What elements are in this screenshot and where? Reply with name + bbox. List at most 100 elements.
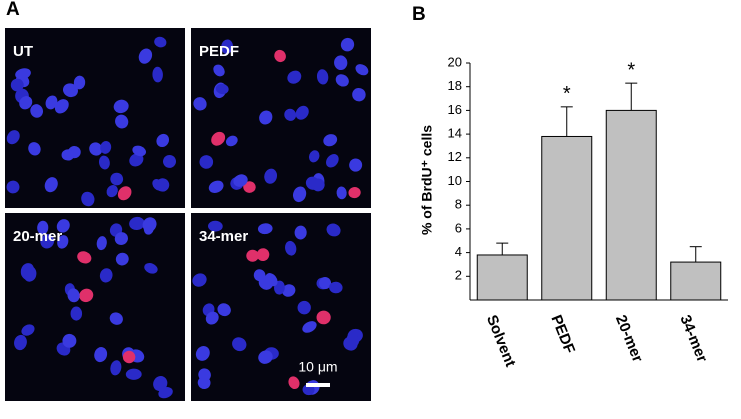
cell	[6, 130, 20, 145]
cell	[355, 64, 369, 76]
cell	[45, 95, 58, 110]
cell	[106, 185, 118, 198]
cell	[142, 217, 157, 232]
cell	[205, 311, 219, 325]
cell	[57, 235, 69, 249]
cell	[349, 158, 363, 172]
micrographs: UT PEDF 20-mer 34-mer 10 μm	[5, 28, 371, 401]
cell	[10, 78, 24, 92]
cell	[352, 87, 366, 102]
cell	[208, 220, 223, 232]
x-tick-label: Solvent	[483, 313, 519, 370]
cell	[318, 276, 332, 290]
cell	[44, 177, 58, 193]
cell	[233, 174, 248, 187]
cell	[225, 135, 238, 147]
cell	[61, 149, 75, 161]
cell	[221, 39, 233, 54]
bar	[605, 109, 657, 301]
cell	[156, 133, 170, 148]
cell	[264, 168, 278, 184]
x-tick-label: PEDF	[547, 313, 578, 356]
bar	[541, 135, 593, 301]
cell	[154, 36, 167, 48]
y-tick-label: 14	[448, 126, 462, 141]
micrograph	[5, 213, 185, 401]
y-tick-label: 12	[448, 149, 462, 164]
image-label: 34-mer	[199, 228, 248, 245]
x-tick-label: 34-mer	[676, 313, 710, 365]
y-tick-label: 8	[455, 197, 462, 212]
cell	[285, 240, 297, 256]
cell	[192, 273, 207, 287]
cell	[232, 337, 247, 352]
cell	[14, 334, 27, 351]
cell	[96, 236, 107, 251]
bar	[476, 254, 528, 301]
cell	[316, 310, 331, 325]
cell	[129, 153, 144, 167]
cell	[217, 303, 231, 317]
cell	[199, 155, 214, 169]
cell	[323, 134, 338, 147]
cell	[94, 347, 108, 363]
cell	[54, 99, 69, 114]
cell	[115, 252, 129, 266]
cell	[109, 312, 123, 325]
cell	[336, 186, 347, 200]
cell	[326, 223, 341, 237]
x-tick-label: 20-mer	[612, 313, 646, 365]
y-tick-label: 20	[448, 54, 462, 69]
cell	[114, 232, 128, 246]
cell	[297, 300, 311, 315]
cell	[110, 172, 124, 186]
micrograph	[5, 28, 185, 208]
cell	[19, 96, 33, 110]
cell	[308, 150, 320, 163]
cell	[293, 186, 307, 203]
y-axis-label: % of BrdU⁺ cells	[419, 125, 435, 235]
cell	[100, 141, 112, 154]
cell	[67, 288, 80, 303]
cell	[257, 223, 273, 235]
cell	[132, 145, 146, 157]
cell	[28, 142, 41, 156]
cell	[21, 324, 35, 336]
significance-mark: *	[627, 59, 635, 81]
y-tick-label: 6	[455, 220, 462, 235]
cell	[15, 68, 31, 80]
image-label: UT	[13, 43, 33, 60]
y-tick-label: 4	[455, 244, 462, 259]
cell	[294, 225, 307, 240]
cell	[81, 191, 95, 207]
cell	[89, 142, 103, 156]
cell	[195, 346, 210, 361]
image-label: PEDF	[199, 43, 239, 60]
cell	[163, 154, 176, 168]
cell	[117, 186, 132, 201]
cell	[198, 368, 211, 382]
cell	[113, 99, 129, 114]
cell	[6, 180, 20, 194]
cell	[144, 263, 158, 274]
cell	[329, 281, 343, 294]
cell	[62, 333, 77, 348]
cell	[98, 155, 110, 170]
y-tick-label: 18	[448, 78, 462, 93]
cell	[30, 104, 44, 118]
panel-label: B	[412, 4, 426, 25]
cell	[326, 154, 339, 168]
cell	[99, 268, 113, 283]
cell	[346, 333, 360, 347]
cell	[77, 251, 92, 264]
cell	[243, 181, 256, 193]
cell	[129, 216, 145, 231]
cell	[158, 387, 173, 399]
cell	[152, 66, 163, 83]
cell	[259, 110, 273, 125]
cell	[258, 350, 273, 364]
cell	[79, 288, 94, 303]
bar	[670, 261, 722, 301]
cell	[56, 219, 70, 233]
cell	[256, 248, 270, 262]
